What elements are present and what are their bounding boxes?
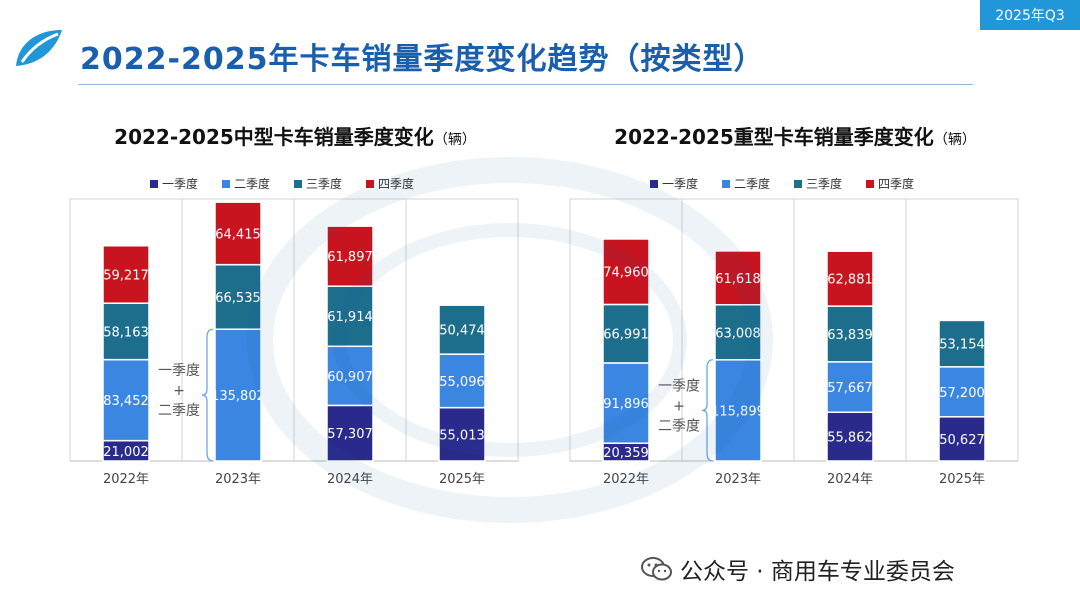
heavy-data-label-1-q4: 74,960 xyxy=(603,266,649,281)
heavy-legend-label-4: 四季度 xyxy=(878,176,914,191)
medium-bar-2-q4 xyxy=(214,201,262,266)
medium-data-label-3-q3: 61,914 xyxy=(327,310,373,325)
medium-category-label-2: 2023年 xyxy=(215,472,261,487)
heavy-category-label-4: 2025年 xyxy=(939,472,985,487)
medium-legend-label-1: 一季度 xyxy=(162,176,198,191)
medium-bar-3-q3 xyxy=(326,285,374,348)
heavy-data-label-3-q1: 55,862 xyxy=(827,431,873,446)
medium-bar-1-q2 xyxy=(102,358,150,442)
heavy-data-label-4-q1: 50,627 xyxy=(939,433,985,448)
medium-data-label-1-q1: 21,002 xyxy=(103,445,149,460)
heavy-data-label-1-q1: 20,359 xyxy=(603,446,649,461)
medium-category-label-1: 2022年 xyxy=(103,472,149,487)
heavy-legend-label-2: 二季度 xyxy=(734,176,770,191)
heavy-bar-1-q2 xyxy=(602,362,650,444)
medium-legend-label-4: 四季度 xyxy=(378,176,414,191)
heavy-bar-4-q3 xyxy=(938,319,986,368)
page-title: 2022-2025年卡车销量季度变化趋势（按类型） xyxy=(80,42,765,77)
medium-data-label-1-q3: 58,163 xyxy=(103,325,149,340)
medium-category-label-3: 2024年 xyxy=(327,472,373,487)
medium-data-label-1-q2: 83,452 xyxy=(103,394,149,409)
heavy-legend-swatch-2 xyxy=(722,180,730,188)
heavy-data-label-1-q3: 66,991 xyxy=(603,328,649,343)
medium-bar-2-q3 xyxy=(214,263,262,330)
medium-legend-swatch-3 xyxy=(294,180,302,188)
medium-data-label-2-q2: 135,802 xyxy=(211,389,265,404)
heavy-bar-1-q3 xyxy=(602,303,650,364)
medium-data-label-4-q3: 50,474 xyxy=(439,324,485,339)
chart-heavy-trucks: 一季度 二季度 三季度 四季度20,35991,89666,99174,9602022… xyxy=(569,176,1019,487)
heavy-annotation-line-1: 一季度 xyxy=(658,378,700,394)
medium-category-label-4: 2025年 xyxy=(439,472,485,487)
chart-title-heavy-unit: （辆） xyxy=(933,132,976,148)
medium-annotation-line-1: 一季度 xyxy=(158,363,200,379)
heavy-annotation-line-2: + xyxy=(673,398,685,414)
heavy-legend-swatch-3 xyxy=(794,180,802,188)
medium-legend-label-3: 三季度 xyxy=(306,176,342,191)
chart-title-medium-unit: （辆） xyxy=(433,132,476,148)
heavy-bar-1-q4 xyxy=(602,238,650,306)
heavy-category-label-3: 2024年 xyxy=(827,472,873,487)
heavy-annotation-brace xyxy=(701,359,714,462)
medium-legend-swatch-2 xyxy=(222,180,230,188)
heavy-data-label-4-q2: 57,200 xyxy=(939,386,985,401)
medium-legend-swatch-1 xyxy=(150,180,158,188)
heavy-bar-4-q2 xyxy=(938,366,986,418)
quarter-tag: 2025年Q3 xyxy=(980,0,1080,30)
heavy-bar-3-q3 xyxy=(826,305,874,363)
heavy-data-label-1-q2: 91,896 xyxy=(603,397,649,412)
heavy-legend-swatch-1 xyxy=(650,180,658,188)
medium-legend-swatch-4 xyxy=(366,180,374,188)
heavy-category-label-1: 2022年 xyxy=(603,472,649,487)
heavy-bar-2-q3 xyxy=(714,304,762,361)
medium-bar-3-q2 xyxy=(326,345,374,407)
title-divider xyxy=(78,84,973,85)
medium-bar-1-q4 xyxy=(102,244,150,304)
heavy-bar-2-q2 xyxy=(714,359,762,462)
chart-title-heavy-text: 2022-2025重型卡车销量季度变化 xyxy=(614,125,934,149)
medium-bar-3-q1 xyxy=(326,404,374,462)
chart-title-heavy: 2022-2025重型卡车销量季度变化（辆） xyxy=(614,121,976,150)
heavy-data-label-2-q4: 61,618 xyxy=(715,272,761,287)
medium-annotation-brace xyxy=(201,328,214,462)
medium-bar-2-q2 xyxy=(214,328,262,462)
medium-data-label-3-q1: 57,307 xyxy=(327,427,373,442)
heavy-annotation-line-3: 二季度 xyxy=(658,418,700,434)
heavy-legend-swatch-4 xyxy=(866,180,874,188)
medium-data-label-3-q2: 60,907 xyxy=(327,370,373,385)
heavy-bar-4-q1 xyxy=(938,416,986,462)
medium-bar-4-q3 xyxy=(438,304,486,355)
medium-legend-label-2: 二季度 xyxy=(234,176,270,191)
medium-data-label-2-q3: 66,535 xyxy=(215,291,261,306)
heavy-bar-3-q4 xyxy=(826,250,874,307)
footer-brand-text: 公众号 · 商用车专业委员会 xyxy=(680,559,955,585)
heavy-data-label-2-q3: 63,008 xyxy=(715,326,761,341)
heavy-data-label-3-q4: 62,881 xyxy=(827,273,873,288)
medium-annotation-line-3: 二季度 xyxy=(158,403,200,419)
logo-leaf-icon xyxy=(16,30,62,66)
footer-brand: 公众号 · 商用车专业委员会 xyxy=(640,552,955,586)
heavy-data-label-2-q2: 115,899 xyxy=(711,404,765,419)
heavy-data-label-3-q3: 63,839 xyxy=(827,328,873,343)
heavy-data-label-3-q2: 57,667 xyxy=(827,381,873,396)
heavy-legend-label-3: 三季度 xyxy=(806,176,842,191)
medium-data-label-1-q4: 59,217 xyxy=(103,268,149,283)
heavy-legend: 一季度 二季度 三季度 四季度 xyxy=(650,176,914,191)
medium-bar-4-q1 xyxy=(438,406,486,462)
chart-title-medium: 2022-2025中型卡车销量季度变化（辆） xyxy=(114,121,476,150)
wechat-icon xyxy=(641,557,672,581)
medium-data-label-4-q2: 55,096 xyxy=(439,375,485,390)
medium-bar-3-q4 xyxy=(326,225,374,287)
medium-data-label-2-q4: 64,415 xyxy=(215,227,261,242)
heavy-legend-label-1: 一季度 xyxy=(662,176,698,191)
heavy-data-label-4-q3: 53,154 xyxy=(939,338,985,353)
heavy-bar-2-q4 xyxy=(714,250,762,306)
medium-data-label-3-q4: 61,897 xyxy=(327,250,373,265)
medium-legend: 一季度 二季度 三季度 四季度 xyxy=(150,176,414,191)
medium-data-label-4-q1: 55,013 xyxy=(439,428,485,443)
chart-medium-trucks: 一季度 二季度 三季度 四季度21,00283,45258,16359,2172022… xyxy=(69,176,519,487)
medium-annotation-line-2: + xyxy=(173,383,185,399)
heavy-category-label-2: 2023年 xyxy=(715,472,761,487)
chart-title-medium-text: 2022-2025中型卡车销量季度变化 xyxy=(114,125,434,149)
